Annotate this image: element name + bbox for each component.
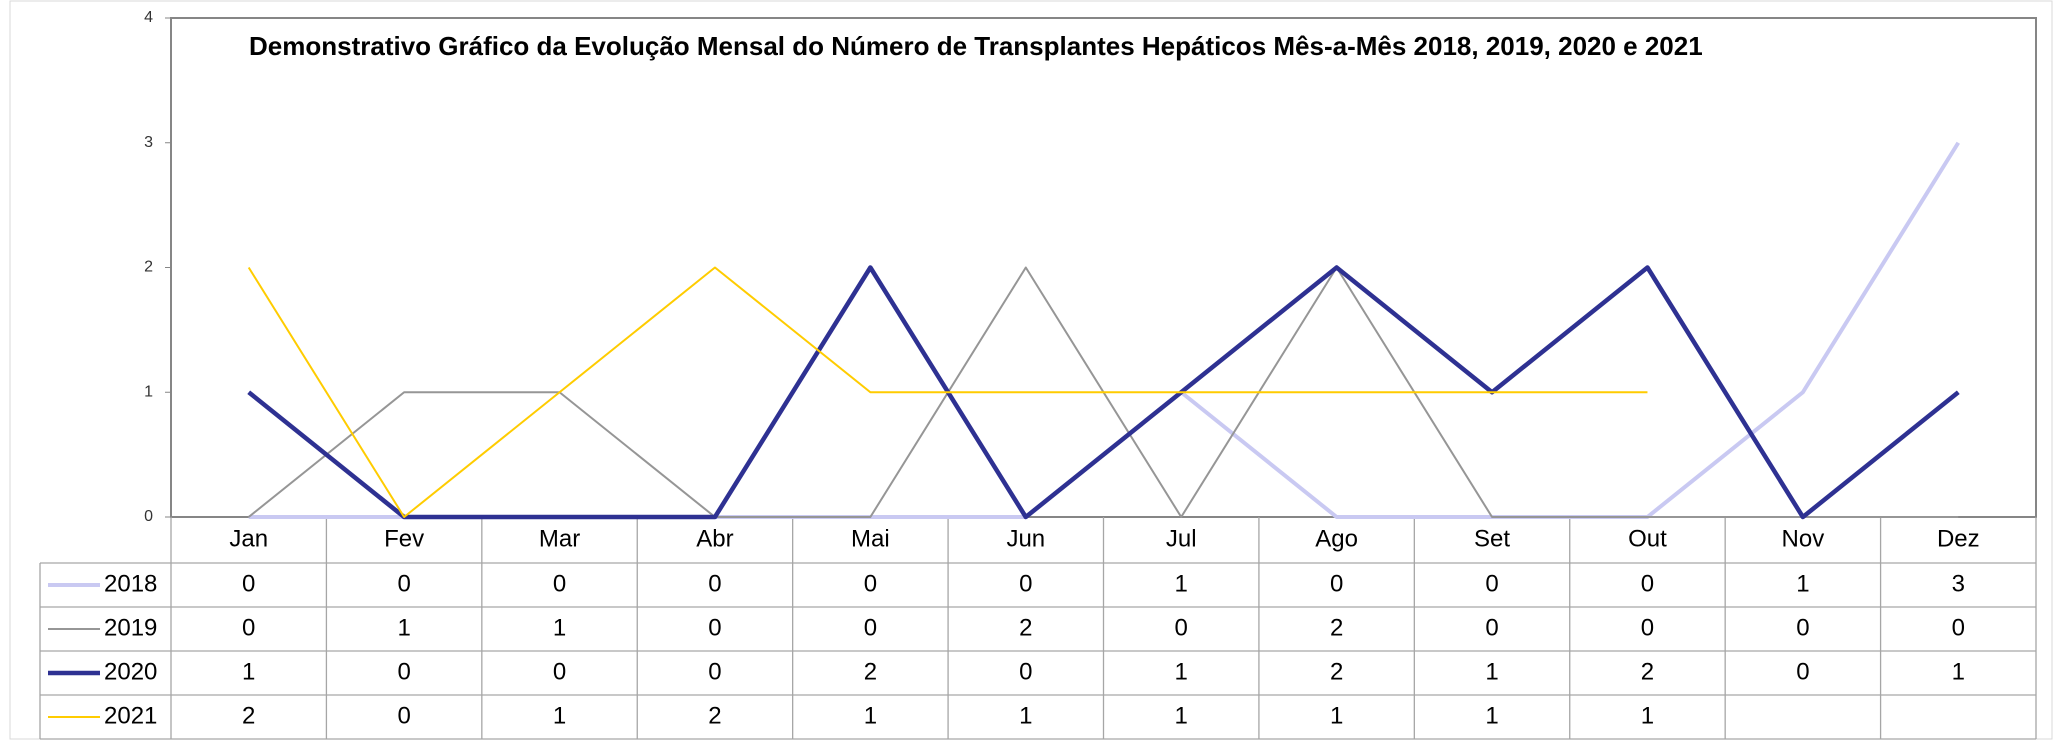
table-cell: 0 (1952, 614, 1965, 641)
table-cell: 1 (1485, 702, 1498, 729)
table-cell: 1 (1175, 658, 1188, 685)
table-cell: 0 (397, 702, 410, 729)
table-cell: 1 (1796, 570, 1809, 597)
table-cell: 2 (708, 702, 721, 729)
table-cell: 0 (708, 570, 721, 597)
x-tick-label: Out (1628, 525, 1667, 552)
table-cell: 2 (864, 658, 877, 685)
x-tick-label: Mar (539, 525, 580, 552)
table-cell: 0 (1019, 570, 1032, 597)
table-cell: 1 (553, 702, 566, 729)
table-cell: 0 (864, 570, 877, 597)
table-cell: 0 (553, 570, 566, 597)
table-cell: 1 (1485, 658, 1498, 685)
table-cell: 3 (1952, 570, 1965, 597)
legend-label: 2021 (104, 702, 157, 729)
table-cell: 0 (397, 658, 410, 685)
y-tick-label: 3 (144, 134, 153, 151)
x-tick-label: Fev (384, 525, 424, 552)
table-cell: 2 (1330, 658, 1343, 685)
table-cell: 0 (1175, 614, 1188, 641)
y-tick-label: 4 (144, 9, 153, 26)
legend-label: 2020 (104, 658, 157, 685)
table-cell: 1 (864, 702, 877, 729)
table-cell: 0 (1641, 570, 1654, 597)
table-cell: 1 (1330, 702, 1343, 729)
table-cell: 0 (1485, 570, 1498, 597)
table-cell: 1 (553, 614, 566, 641)
x-tick-label: Dez (1937, 525, 1980, 552)
x-tick-label: Set (1474, 525, 1510, 552)
legend-label: 2018 (104, 570, 157, 597)
table-cell: 1 (242, 658, 255, 685)
table-cell: 0 (708, 658, 721, 685)
table-cell: 1 (397, 614, 410, 641)
series-line (248, 141, 1960, 519)
table-cell: 0 (1019, 658, 1032, 685)
table-cell: 2 (1641, 658, 1654, 685)
x-tick-label: Abr (696, 525, 733, 552)
chart-title: Demonstrativo Gráfico da Evolução Mensal… (249, 31, 1703, 61)
table-cell: 1 (1175, 570, 1188, 597)
table-cell: 0 (1485, 614, 1498, 641)
y-tick-label: 1 (144, 383, 153, 400)
x-tick-label: Nov (1782, 525, 1825, 552)
table-cell: 0 (553, 658, 566, 685)
table-cell: 2 (1330, 614, 1343, 641)
table-cell: 0 (1796, 658, 1809, 685)
x-tick-label: Jun (1006, 525, 1045, 552)
table-cell: 0 (242, 614, 255, 641)
table-cell: 2 (1019, 614, 1032, 641)
table-cell: 1 (1175, 702, 1188, 729)
series-line (247, 265, 1960, 520)
table-cell: 0 (242, 570, 255, 597)
table-cell: 0 (1641, 614, 1654, 641)
table-cell: 0 (1330, 570, 1343, 597)
x-tick-label: Mai (851, 525, 890, 552)
y-tick-label: 0 (144, 508, 153, 525)
table-cell: 0 (708, 614, 721, 641)
table-cell: 2 (242, 702, 255, 729)
x-tick-label: Jan (229, 525, 268, 552)
series-line (247, 266, 1648, 518)
y-tick-label: 2 (144, 259, 153, 276)
legend-label: 2019 (104, 614, 157, 641)
x-tick-label: Ago (1315, 525, 1358, 552)
x-tick-label: Jul (1166, 525, 1197, 552)
table-cell: 1 (1019, 702, 1032, 729)
table-cell: 1 (1641, 702, 1654, 729)
table-cell: 1 (1952, 658, 1965, 685)
table-cell: 0 (397, 570, 410, 597)
table-cell: 0 (1796, 614, 1809, 641)
table-cell: 0 (864, 614, 877, 641)
